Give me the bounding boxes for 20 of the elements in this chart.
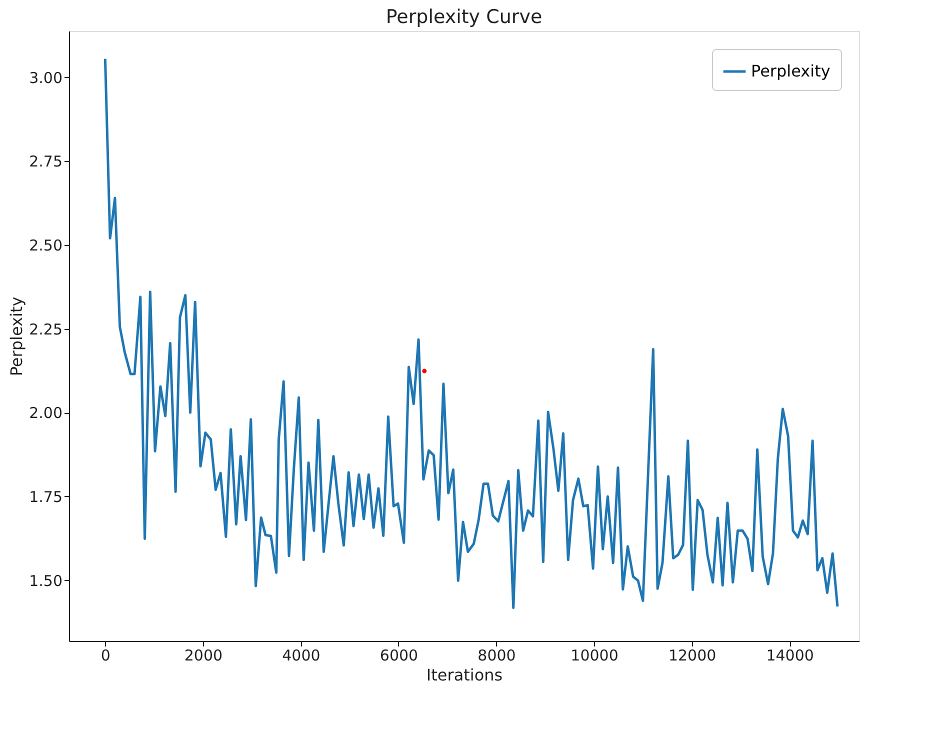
legend-label: Perplexity <box>751 62 830 80</box>
x-axis-title: Iterations <box>426 666 503 684</box>
x-tick-label: 2000 <box>184 646 223 664</box>
y-tick-label: 2.00 <box>29 404 62 422</box>
y-tick-label: 1.50 <box>29 572 62 590</box>
y-tick-label: 2.75 <box>29 152 62 171</box>
y-axis-title: Perplexity <box>7 296 26 376</box>
chart-title: Perplexity Curve <box>386 6 542 28</box>
x-tick-label: 0 <box>100 646 110 664</box>
x-tick-label: 8000 <box>478 646 516 664</box>
line-series <box>104 58 839 610</box>
y-tick-label: 2.50 <box>29 236 62 254</box>
x-tick-label: 14000 <box>766 646 814 664</box>
y-tick-label: 2.25 <box>29 320 62 338</box>
x-tick-label: 6000 <box>380 646 418 664</box>
y-tick-label: 1.75 <box>29 488 62 506</box>
x-tick-label: 10000 <box>570 646 618 664</box>
x-tick-label: 4000 <box>282 646 320 664</box>
x-tick-label: 12000 <box>668 646 716 664</box>
y-tick-label: 3.00 <box>29 68 62 87</box>
